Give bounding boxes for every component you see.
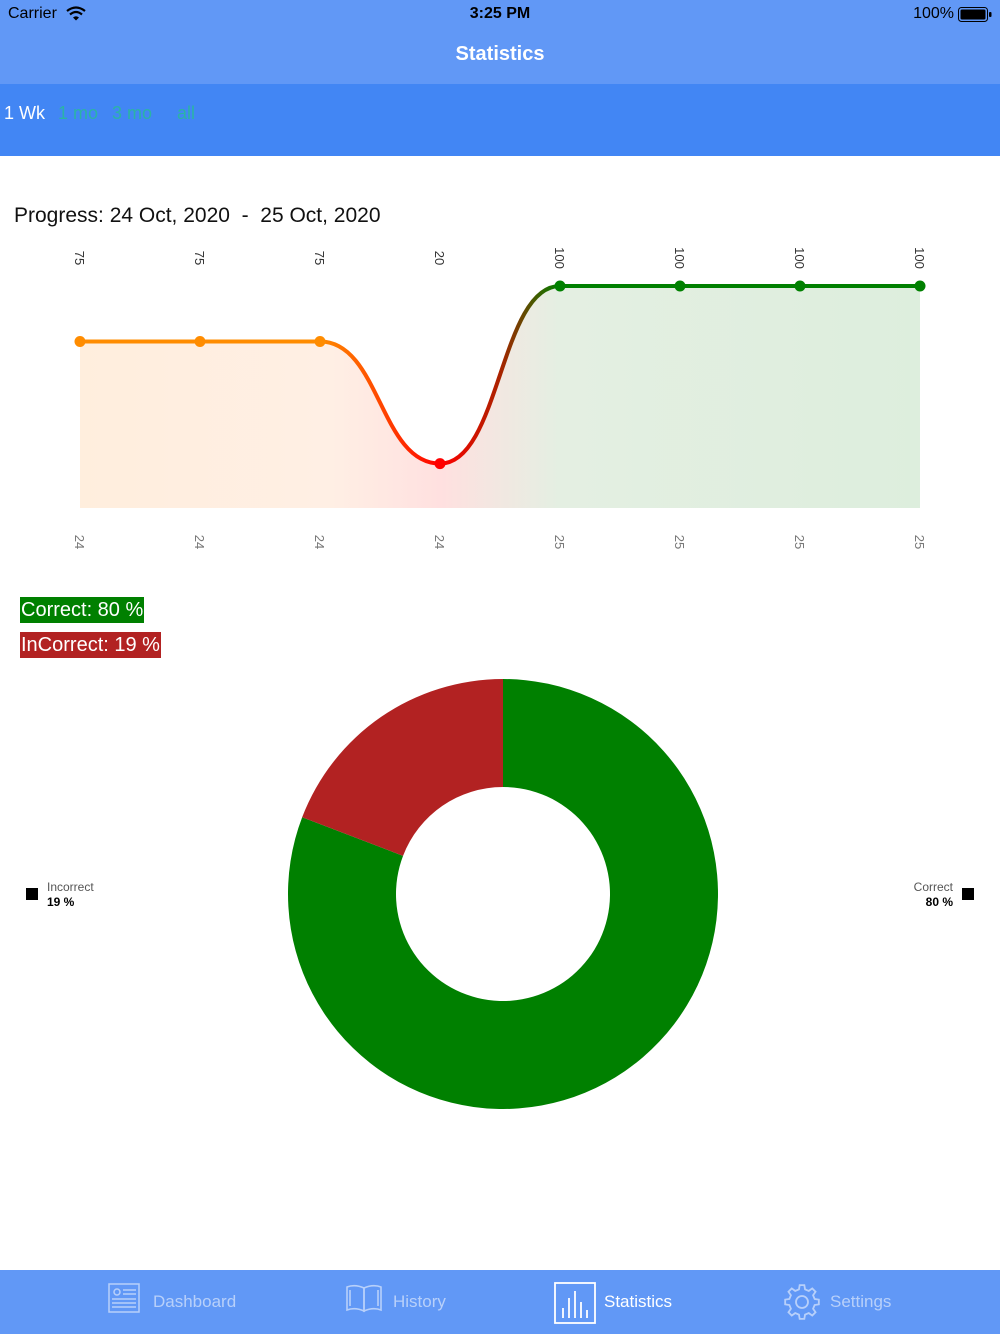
book-icon	[345, 1282, 383, 1319]
donut-slice-correct	[288, 679, 718, 1109]
chart-area-fill	[80, 286, 920, 508]
period-selector: 1 Wk 1 mo 3 mo all	[0, 84, 1000, 156]
incorrect-summary: InCorrect: 19 %	[20, 632, 161, 658]
tab-statistics-label: Statistics	[604, 1292, 673, 1311]
correct-summary: Correct: 80 %	[20, 597, 145, 623]
incorrect-legend-value: 19 %	[47, 895, 75, 909]
chart-x-tick-label: 24	[312, 535, 327, 549]
incorrect-legend: Incorrect 19 %	[26, 880, 94, 910]
chart-point	[554, 280, 566, 292]
accuracy-donut-chart	[288, 679, 718, 1109]
legend-swatch	[962, 888, 974, 900]
chart-value-label: 75	[72, 251, 87, 265]
chart-x-tick-label: 24	[72, 535, 87, 549]
battery-icon	[958, 7, 992, 27]
segment-3-months[interactable]: 3 mo	[112, 103, 153, 123]
correct-legend-value: 80 %	[925, 895, 953, 909]
chart-value-label: 100	[912, 247, 927, 269]
chart-value-label: 100	[792, 247, 807, 269]
tab-bar: Dashboard History Statistics	[0, 1270, 1000, 1334]
chart-point	[194, 336, 206, 347]
carrier-label: Carrier	[8, 5, 57, 22]
chart-point	[914, 280, 926, 292]
segment-1-month[interactable]: 1 mo	[58, 103, 99, 123]
chart-point	[434, 458, 446, 470]
chart-series-line	[80, 284, 920, 466]
segment-1-week[interactable]: 1 Wk	[4, 103, 46, 123]
chart-x-tick-label: 25	[912, 535, 927, 549]
bar-chart-icon	[554, 1282, 596, 1329]
chart-value-label: 100	[552, 247, 567, 269]
chart-point	[794, 280, 806, 292]
tab-settings-label: Settings	[830, 1292, 892, 1311]
segment-all[interactable]: all	[177, 103, 196, 123]
incorrect-legend-label: Incorrect	[47, 880, 94, 894]
chart-x-tick-label: 25	[792, 535, 807, 549]
legend-swatch	[26, 888, 38, 900]
chart-x-tick-label: 25	[552, 535, 567, 549]
chart-value-label: 100	[672, 247, 687, 269]
chart-x-tick-label: 25	[672, 535, 687, 549]
page-title: Statistics	[455, 43, 545, 65]
gear-icon	[782, 1282, 822, 1327]
navigation-bar: Statistics	[0, 28, 1000, 84]
wifi-icon	[66, 6, 86, 26]
dashboard-icon	[108, 1282, 140, 1319]
clock: 3:25 PM	[469, 5, 531, 22]
chart-point	[674, 280, 686, 292]
correct-legend-label: Correct	[913, 880, 953, 894]
progress-date-range: Progress: 24 Oct, 2020 - 25 Oct, 2020	[14, 204, 381, 227]
progress-chart: 75 75 75 20 100 100 100 100 24 24 24 24 25 25 25 25	[72, 247, 927, 549]
chart-value-label: 20	[432, 251, 447, 265]
chart-point	[74, 336, 86, 347]
tab-dashboard-label: Dashboard	[153, 1292, 237, 1311]
chart-x-tick-label: 24	[432, 535, 447, 549]
correct-legend: Correct 80 %	[914, 880, 974, 910]
tab-history-label: History	[393, 1292, 446, 1311]
status-bar: Carrier 3:25 PM 100%	[0, 0, 1000, 28]
chart-x-tick-label: 24	[192, 535, 207, 549]
chart-value-label: 75	[312, 251, 327, 265]
battery-percentage: 100%	[913, 5, 954, 22]
chart-value-label: 75	[192, 251, 207, 265]
donut-slice-incorrect	[302, 679, 503, 856]
chart-point	[314, 336, 326, 347]
